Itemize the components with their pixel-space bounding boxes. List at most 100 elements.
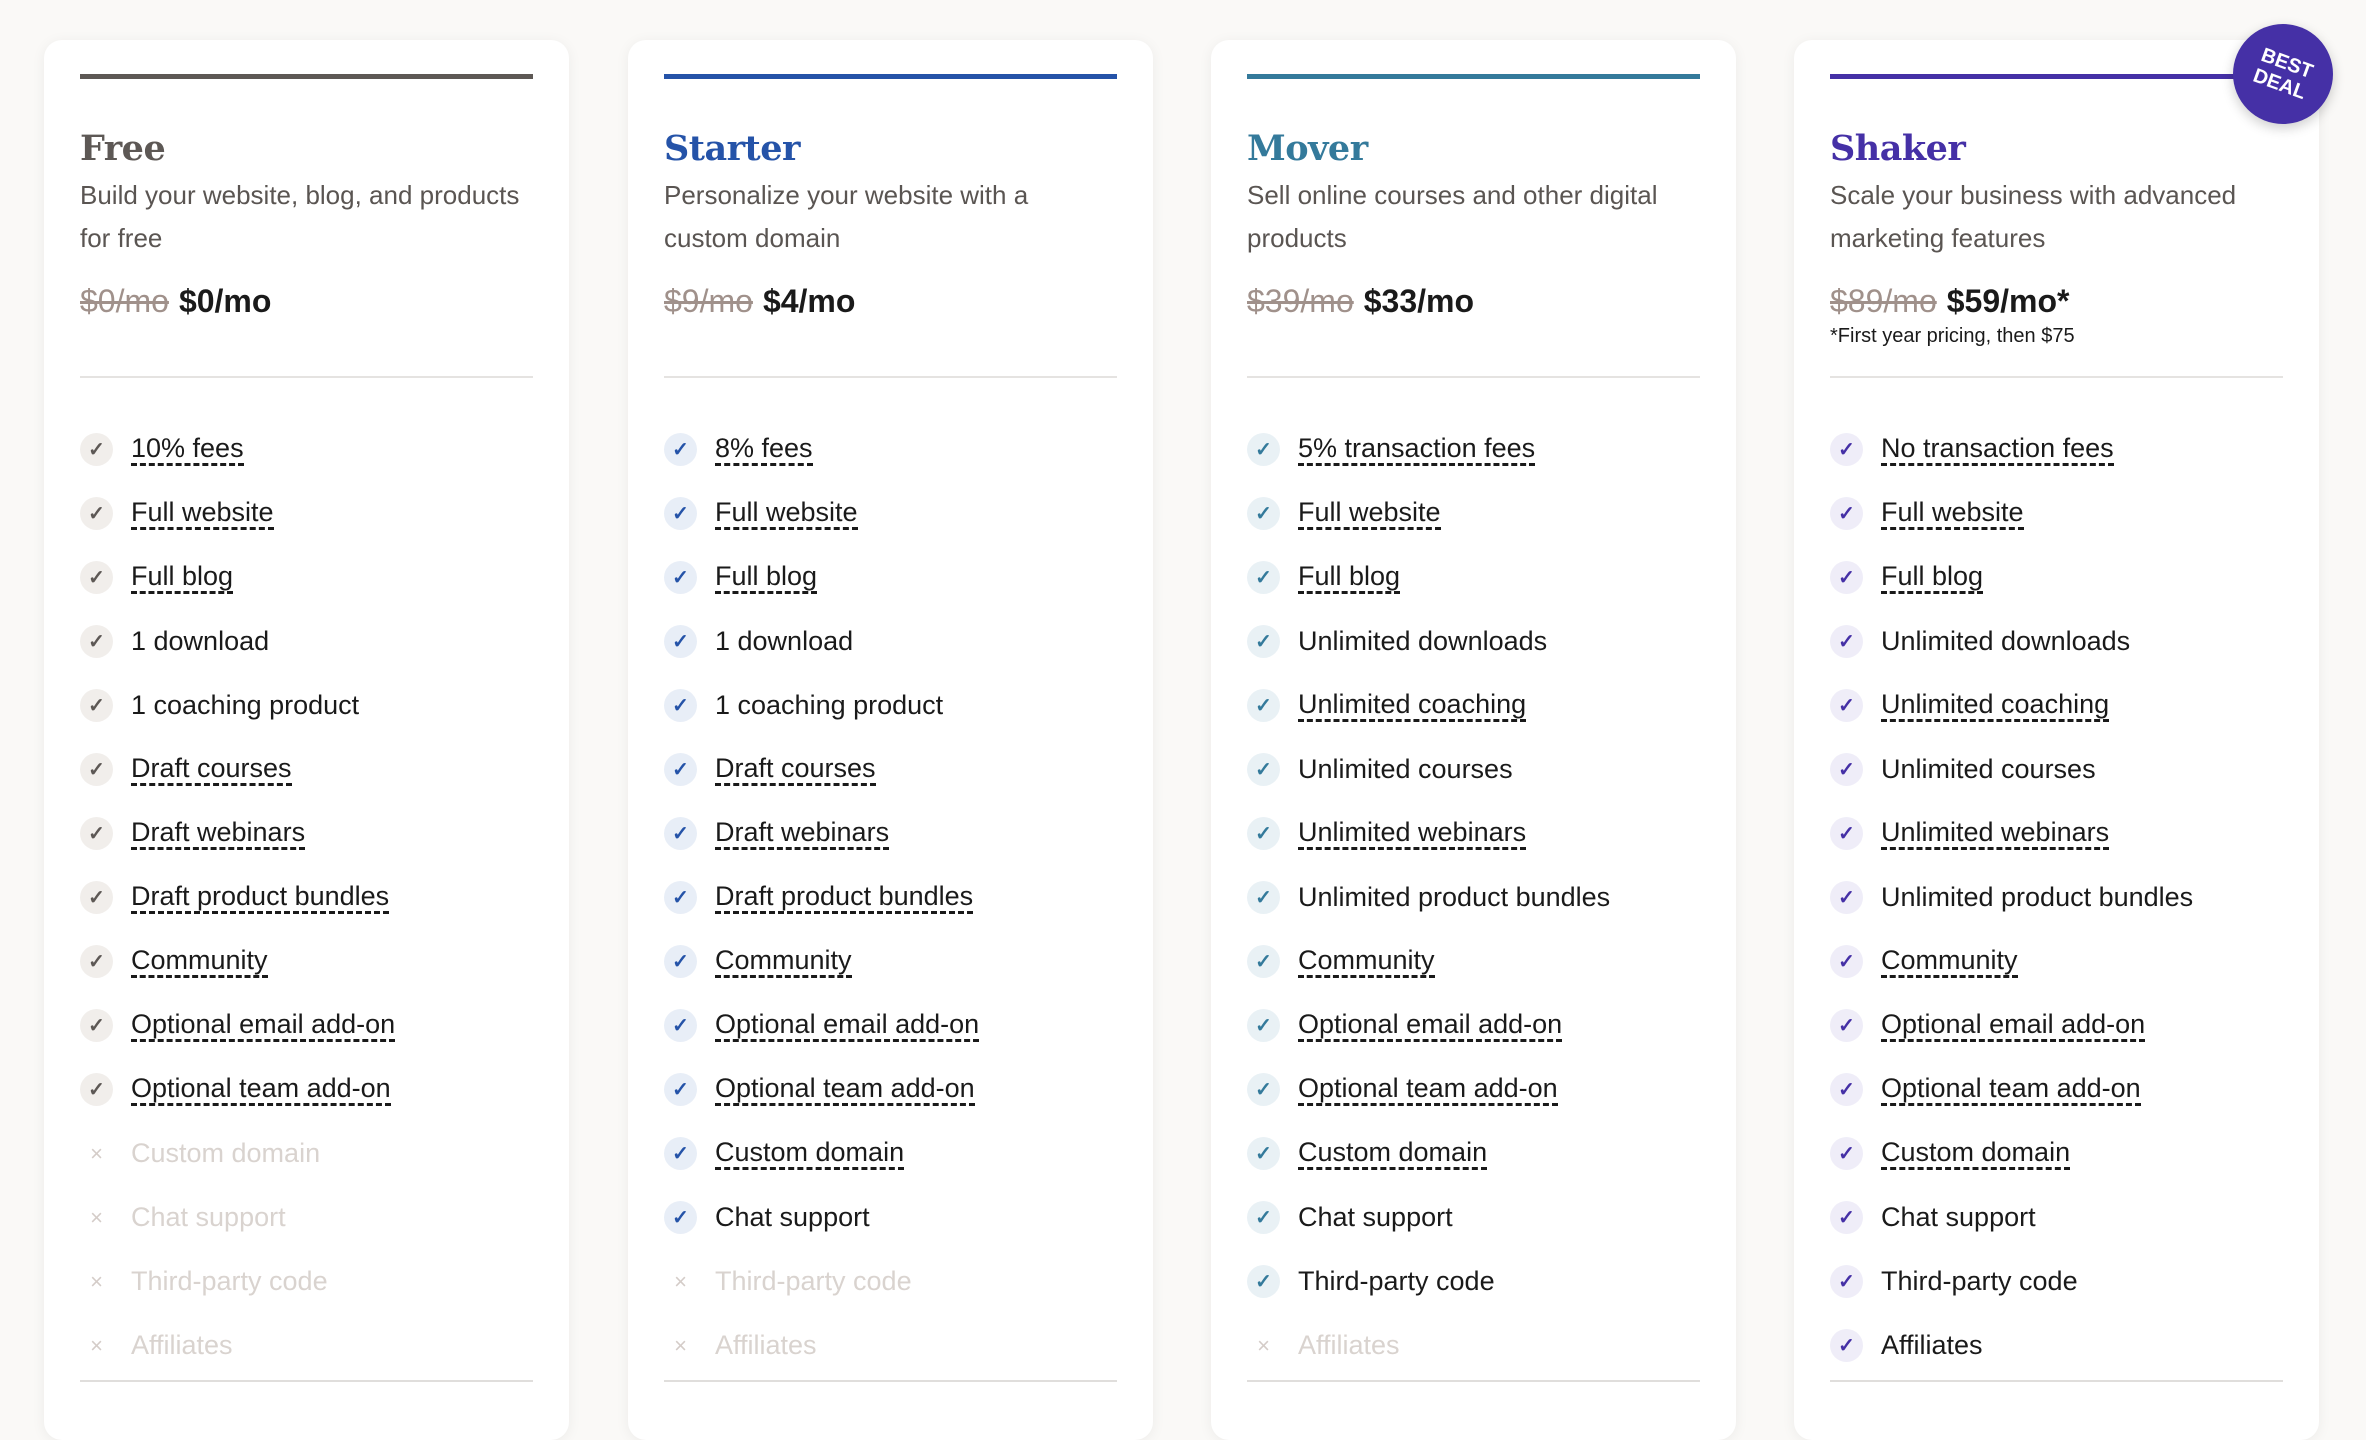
divider [664,1380,1117,1382]
check-icon: ✓ [1247,753,1280,786]
feature-label[interactable]: Optional email add-on [131,1009,396,1042]
check-icon: ✓ [80,1009,113,1042]
feature-label[interactable]: Draft product bundles [131,881,390,914]
feature-label: Chat support [715,1202,870,1232]
plan-price: $0/mo $0/mo [80,283,271,320]
feature-label[interactable]: Community [1881,945,2018,978]
feature-label[interactable]: Community [131,945,268,978]
feature-item: ✓ Third-party code [1830,1265,2283,1329]
original-price: $39/mo [1247,283,1354,319]
feature-label[interactable]: Custom domain [1298,1137,1488,1170]
feature-label[interactable]: Draft courses [131,753,292,786]
plan-card-starter: Starter Personalize your website with a … [628,40,1153,1440]
feature-label[interactable]: Custom domain [1881,1137,2071,1170]
x-icon: × [90,1268,103,1294]
feature-label[interactable]: Unlimited webinars [1298,817,1527,850]
feature-label[interactable]: Optional team add-on [131,1073,391,1106]
feature-label[interactable]: Optional team add-on [1881,1073,2141,1106]
original-price: $89/mo [1830,283,1937,319]
feature-label: Third-party code [1298,1266,1495,1296]
feature-label: Third-party code [131,1266,328,1296]
check-icon: ✓ [1830,433,1863,466]
check-icon: ✓ [1830,625,1863,658]
feature-label[interactable]: 8% fees [715,433,813,466]
check-icon: ✓ [1830,1201,1863,1234]
feature-label[interactable]: Full website [131,497,274,530]
feature-label[interactable]: Optional team add-on [715,1073,975,1106]
check-icon: ✓ [1830,1329,1863,1362]
feature-item: ✓ Unlimited webinars [1830,817,2283,881]
feature-item: × Affiliates [664,1329,1117,1393]
check-icon: ✓ [664,753,697,786]
feature-label[interactable]: Full blog [131,561,234,594]
feature-label[interactable]: Optional email add-on [715,1009,980,1042]
check-icon: ✓ [664,625,697,658]
feature-item: ✓ 1 coaching product [80,689,533,753]
feature-item: ✓ 10% fees [80,433,533,497]
feature-item: ✓ Unlimited coaching [1247,689,1700,753]
feature-label[interactable]: Unlimited coaching [1298,689,1527,722]
feature-label[interactable]: Draft webinars [715,817,890,850]
feature-label[interactable]: Full website [1298,497,1441,530]
feature-label[interactable]: Unlimited webinars [1881,817,2110,850]
check-icon: ✓ [1247,945,1280,978]
feature-label[interactable]: Full blog [715,561,818,594]
feature-label[interactable]: Full blog [1881,561,1984,594]
feature-label[interactable]: Full website [715,497,858,530]
feature-label[interactable]: 10% fees [131,433,244,466]
feature-label: Chat support [1298,1202,1453,1232]
plan-price: $89/mo $59/mo* [1830,283,2069,320]
check-icon: ✓ [664,1073,697,1106]
check-icon: ✓ [664,881,697,914]
plan-card-mover: Mover Sell online courses and other digi… [1211,40,1736,1440]
feature-list: ✓ 5% transaction fees ✓ Full website ✓ Full b… [1247,433,1700,1393]
plan-accent-bar [80,74,533,79]
feature-label[interactable]: Draft webinars [131,817,306,850]
feature-item: ✓ Draft courses [80,753,533,817]
current-price: $0/mo [178,283,272,319]
feature-item: ✓ Full blog [80,561,533,625]
feature-label[interactable]: Optional email add-on [1881,1009,2146,1042]
feature-item: × Custom domain [80,1137,533,1201]
feature-label[interactable]: Optional team add-on [1298,1073,1558,1106]
plan-accent-bar [664,74,1117,79]
feature-label[interactable]: Optional email add-on [1298,1009,1563,1042]
feature-item: ✓ Full website [664,497,1117,561]
check-icon: ✓ [664,497,697,530]
feature-label[interactable]: Full blog [1298,561,1401,594]
feature-item: ✓ Full website [1830,497,2283,561]
feature-label: 1 download [715,626,854,656]
feature-label[interactable]: Draft product bundles [715,881,974,914]
feature-item: ✓ Unlimited courses [1830,753,2283,817]
feature-item: ✓ Full blog [1247,561,1700,625]
plan-accent-bar [1247,74,1700,79]
feature-label[interactable]: Community [715,945,852,978]
feature-item: ✓ Optional email add-on [1830,1009,2283,1073]
check-icon: ✓ [80,881,113,914]
feature-item: ✓ Optional team add-on [1830,1073,2283,1137]
feature-item: ✓ Chat support [1830,1201,2283,1265]
feature-item: ✓ Full website [1247,497,1700,561]
check-icon: ✓ [80,497,113,530]
feature-label[interactable]: 5% transaction fees [1298,433,1536,466]
check-icon: ✓ [80,433,113,466]
check-icon: ✓ [1247,689,1280,722]
feature-label[interactable]: Draft courses [715,753,876,786]
check-icon: ✓ [1830,689,1863,722]
check-icon: ✓ [1830,1009,1863,1042]
feature-item: × Third-party code [664,1265,1117,1329]
x-icon: × [1257,1332,1270,1358]
divider [1830,1380,2283,1382]
original-price: $0/mo [80,283,169,319]
feature-item: ✓ Custom domain [1247,1137,1700,1201]
feature-label: Affiliates [1881,1330,1983,1360]
feature-label[interactable]: Custom domain [715,1137,905,1170]
check-icon: ✓ [1247,625,1280,658]
plan-card-shaker: Shaker Scale your business with advanced… [1794,40,2319,1440]
feature-label[interactable]: Community [1298,945,1435,978]
feature-label[interactable]: Unlimited coaching [1881,689,2110,722]
feature-label[interactable]: No transaction fees [1881,433,2114,466]
feature-label[interactable]: Full website [1881,497,2024,530]
plan-card-free: Free Build your website, blog, and produ… [44,40,569,1440]
feature-item: ✓ Optional team add-on [1247,1073,1700,1137]
